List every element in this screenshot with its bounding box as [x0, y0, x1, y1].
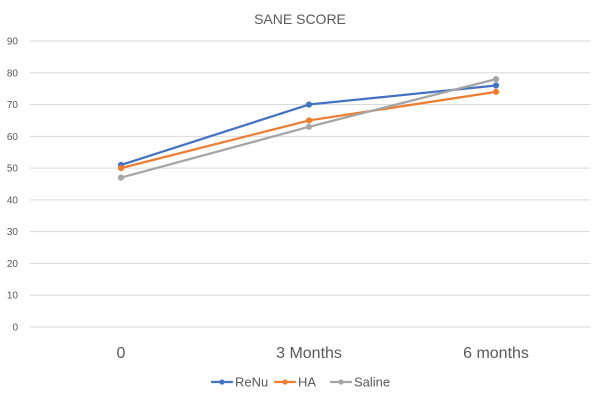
y-tick-label-50: 50 — [7, 164, 19, 175]
data-point-ha-2 — [492, 88, 500, 95]
chart-title: SANE SCORE — [254, 11, 346, 27]
y-tick-label-70: 70 — [7, 100, 19, 111]
data-point-ha-1 — [305, 117, 313, 124]
y-tick-label-40: 40 — [7, 195, 19, 206]
legend-label-renu: ReNu — [235, 375, 268, 390]
x-tick-label-0: 0 — [117, 345, 126, 362]
x-tick-label-2: 6 months — [463, 345, 529, 362]
data-point-saline-0 — [117, 174, 125, 181]
legend-label-ha: HA — [298, 375, 316, 390]
legend-label-saline: Saline — [354, 375, 390, 390]
y-tick-label-10: 10 — [7, 291, 19, 302]
grid-layer — [30, 40, 590, 328]
data-point-saline-1 — [305, 123, 313, 130]
series-layer — [117, 76, 500, 181]
series-ha — [117, 88, 500, 172]
legend-item-renu: ReNu — [210, 375, 268, 390]
x-axis-ticks: 0 3 Months 6 months — [117, 345, 529, 362]
data-point-renu-2 — [492, 82, 500, 89]
data-point-renu-1 — [305, 101, 313, 108]
y-tick-label-20: 20 — [7, 259, 19, 270]
y-tick-label-30: 30 — [7, 227, 19, 238]
data-point-ha-0 — [117, 165, 125, 172]
y-axis-ticks: 0 10 20 30 40 50 60 70 80 90 — [7, 37, 19, 334]
y-tick-label-0: 0 — [12, 323, 18, 334]
data-point-saline-2 — [492, 76, 500, 83]
legend-marker-renu — [219, 379, 225, 385]
legend: ReNu HA Saline — [210, 375, 390, 390]
y-tick-label-60: 60 — [7, 132, 19, 143]
legend-item-ha: HA — [273, 375, 316, 390]
legend-marker-saline — [338, 379, 344, 385]
series-saline — [117, 76, 500, 181]
legend-marker-ha — [282, 379, 288, 385]
x-tick-label-1: 3 Months — [276, 345, 342, 362]
y-tick-label-90: 90 — [7, 37, 19, 48]
legend-item-saline: Saline — [329, 375, 390, 390]
y-tick-label-80: 80 — [7, 68, 19, 79]
